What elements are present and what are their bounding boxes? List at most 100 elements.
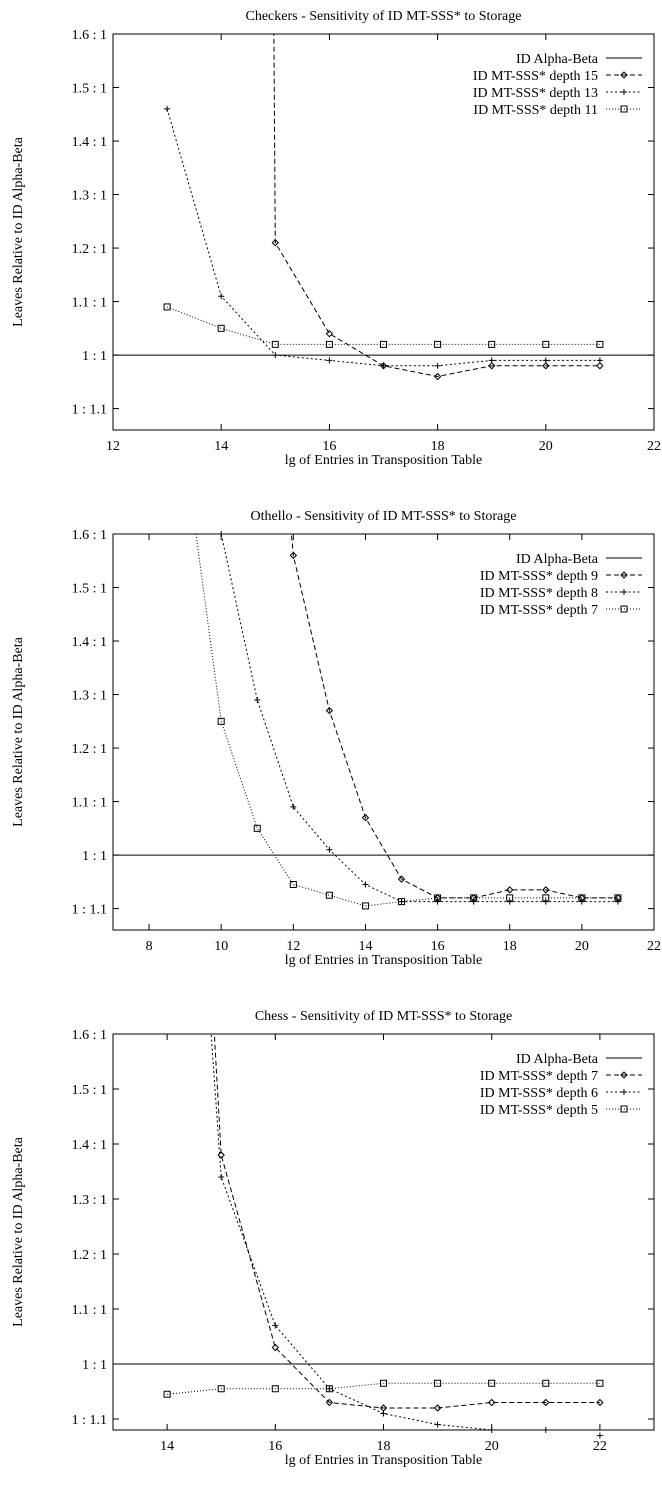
- data-point: [434, 362, 441, 369]
- data-point: [470, 894, 478, 902]
- x-tick-label: 14: [358, 939, 372, 954]
- x-tick-label: 8: [146, 939, 153, 954]
- data-point: [488, 1427, 495, 1433]
- data-point: [217, 1151, 225, 1159]
- legend-label: ID MT-SSS* depth 13: [473, 86, 598, 101]
- data-point: [542, 1398, 550, 1407]
- legend-label: ID MT-SSS* depth 8: [480, 586, 598, 601]
- legend-label: ID MT-SSS* depth 11: [473, 103, 598, 118]
- data-point: [397, 875, 406, 883]
- series-3: [163, 1379, 604, 1398]
- y-axis-label: Leaves Relative to ID Alpha-Beta: [11, 1136, 26, 1326]
- chart-title: Chess - Sensitivity of ID MT-SSS* to Sto…: [255, 1009, 512, 1024]
- y-tick-label: 1.6 : 1: [72, 28, 107, 43]
- data-point: [217, 324, 225, 332]
- y-axis-label: Leaves Relative to ID Alpha-Beta: [11, 136, 26, 326]
- y-tick-label: 1 : 1.1: [72, 903, 107, 918]
- data-point: [218, 293, 225, 300]
- plot-frame: [112, 33, 655, 431]
- legend-label: ID Alpha-Beta: [516, 52, 599, 67]
- x-axis-label: lg of Entries in Transposition Table: [285, 1453, 482, 1468]
- chart-title: Othello - Sensitivity of ID MT-SSS* to S…: [251, 509, 517, 524]
- data-point: [488, 357, 495, 364]
- y-tick-label: 1.3 : 1: [72, 189, 107, 204]
- legend-label: ID MT-SSS* depth 15: [473, 69, 598, 84]
- data-point: [470, 898, 477, 905]
- data-point: [596, 1379, 604, 1387]
- legend-marker: [620, 105, 628, 113]
- legend-marker: [620, 71, 628, 79]
- legend-label: ID MT-SSS* depth 6: [480, 1086, 598, 1101]
- data-point: [164, 105, 171, 112]
- data-point: [542, 1427, 549, 1433]
- data-point: [326, 357, 333, 364]
- data-point: [254, 696, 261, 703]
- x-axis-label: lg of Entries in Transposition Table: [285, 453, 482, 468]
- legend-marker: [620, 605, 628, 613]
- legend-label: ID MT-SSS* depth 7: [480, 1069, 598, 1084]
- data-point: [542, 894, 550, 902]
- y-axis-label: Leaves Relative to ID Alpha-Beta: [11, 636, 26, 826]
- legend: ID Alpha-Beta ID MT-SSS* depth 9 ID MT-SSS…: [480, 552, 642, 618]
- y-tick-label: 1 : 1.1: [72, 403, 107, 418]
- data-point: [217, 1385, 225, 1393]
- data-point: [542, 340, 550, 348]
- y-tick-label: 1.3 : 1: [72, 1193, 107, 1208]
- x-axis-label: lg of Entries in Transposition Table: [285, 953, 482, 968]
- data-point: [542, 357, 549, 364]
- data-point: [542, 898, 549, 905]
- y-tick-label: 1.6 : 1: [72, 528, 107, 543]
- legend-label: ID MT-SSS* depth 5: [480, 1103, 598, 1118]
- data-point: [325, 706, 334, 715]
- x-tick-label: 22: [647, 439, 661, 454]
- data-point: [325, 1398, 334, 1407]
- legend-marker: [621, 89, 627, 95]
- data-point: [379, 362, 388, 370]
- x-tick-label: 16: [322, 439, 336, 454]
- chart-panel-3: Chess - Sensitivity of ID MT-SSS* to Sto…: [11, 1009, 655, 1468]
- legend-label: ID Alpha-Beta: [516, 1052, 599, 1067]
- series-line: [166, 108, 600, 367]
- data-point: [326, 846, 333, 853]
- data-point: [325, 891, 333, 899]
- legend-label: ID MT-SSS* depth 7: [480, 603, 598, 618]
- x-tick-label: 18: [503, 939, 517, 954]
- data-point: [488, 340, 496, 348]
- data-point: [506, 894, 514, 902]
- data-point: [596, 357, 603, 364]
- data-point: [361, 902, 369, 910]
- series-3: [163, 303, 604, 348]
- data-point: [596, 362, 604, 370]
- data-point: [434, 340, 442, 348]
- x-tick-label: 16: [431, 939, 445, 954]
- data-point: [325, 340, 333, 348]
- y-tick-label: 1.2 : 1: [72, 742, 107, 757]
- y-tick-label: 1.1 : 1: [72, 1303, 107, 1318]
- data-point: [596, 1432, 603, 1439]
- data-point: [361, 813, 370, 822]
- data-point: [289, 551, 298, 560]
- data-point: [434, 898, 441, 905]
- legend: ID Alpha-Beta ID MT-SSS* depth 15 ID MT-SS…: [473, 52, 642, 118]
- series-line: [210, 1034, 551, 1430]
- x-tick-label: 12: [106, 439, 120, 454]
- data-point: [433, 1404, 442, 1412]
- data-point: [434, 894, 442, 902]
- x-tick-label: 10: [214, 939, 228, 954]
- data-point: [380, 1379, 387, 1387]
- chart-title: Checkers - Sensitivity of ID MT-SSS* to …: [246, 9, 522, 24]
- series-line: [273, 34, 600, 377]
- plot-frame: [112, 533, 655, 931]
- data-point: [272, 352, 279, 359]
- data-point: [488, 1379, 496, 1387]
- data-point: [271, 1343, 280, 1352]
- data-point: [163, 1390, 171, 1398]
- data-point: [380, 1410, 387, 1417]
- x-tick-label: 22: [593, 1439, 607, 1454]
- y-tick-label: 1.2 : 1: [72, 242, 107, 257]
- x-tick-label: 14: [214, 439, 228, 454]
- data-point: [596, 1398, 604, 1407]
- data-point: [163, 303, 171, 311]
- y-tick-label: 1 : 1: [82, 849, 107, 864]
